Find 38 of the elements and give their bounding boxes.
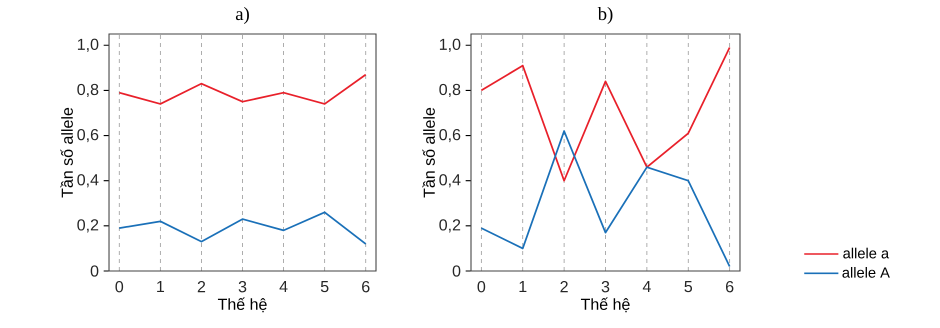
line-series (480, 130, 731, 268)
y-tick-label: 0,6 (439, 128, 460, 142)
y-axis-title: Tần số allele (422, 108, 435, 198)
y-tick-label: 0 (90, 265, 98, 277)
x-axis-title: Thế hệ (218, 298, 267, 312)
y-tick-label: 0,2 (439, 219, 460, 232)
x-tick-label: 0 (478, 281, 486, 292)
y-tick-label: 0,8 (439, 84, 460, 98)
x-tick-label: 2 (560, 281, 568, 292)
y-tick-label: 1,0 (440, 38, 460, 52)
y-tick-label: 1,0 (78, 38, 98, 52)
x-tick-label: 0 (115, 281, 124, 292)
y-tick-label: 0,2 (77, 219, 98, 232)
y-tick-label: 0,4 (77, 174, 98, 188)
x-tick-label: 4 (280, 281, 288, 292)
x-tick-label: 1 (157, 281, 164, 292)
x-tick-label: 3 (238, 281, 246, 292)
y-tick-label: 0,6 (77, 128, 98, 142)
y-tick-label: 0,4 (439, 174, 460, 188)
line-series (480, 46, 731, 182)
line-series (118, 211, 367, 245)
legend-label: allele A (842, 266, 890, 278)
y-tick-label: 0,8 (77, 84, 98, 98)
x-tick-label: 3 (602, 281, 610, 292)
y-axis-title: Tần số allele (60, 108, 73, 198)
chart-title: a) (236, 7, 249, 24)
x-tick-label: 6 (726, 281, 734, 292)
x-tick-label: 2 (198, 281, 206, 292)
x-tick-label: 4 (642, 281, 651, 292)
chart-title: b) (598, 7, 612, 24)
x-tick-label: 1 (519, 281, 526, 292)
legend-label: allele a (843, 248, 890, 258)
x-axis-title: Thế hệ (580, 298, 630, 312)
x-tick-label: 5 (320, 281, 328, 292)
x-tick-label: 6 (362, 281, 370, 292)
line-series (118, 74, 367, 105)
y-tick-label: 0 (452, 265, 460, 277)
x-tick-label: 5 (684, 281, 692, 292)
